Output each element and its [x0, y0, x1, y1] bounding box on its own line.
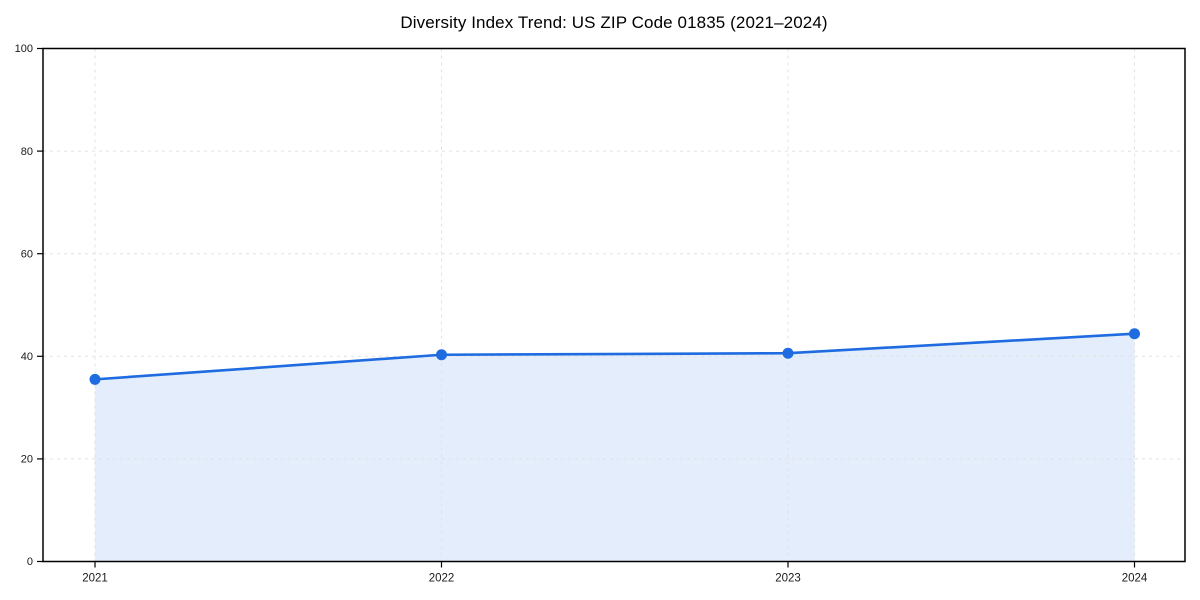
- trend-line: [93, 332, 1136, 381]
- y-tick-label-0: 0: [27, 556, 33, 568]
- y-tick-label-40: 40: [21, 351, 33, 363]
- y-tick-label-100: 100: [15, 43, 33, 55]
- x-tick-label-2024: 2024: [1122, 573, 1148, 585]
- chart-title: Diversity Index Trend: US ZIP Code 01835…: [400, 13, 828, 32]
- y-tick-label-20: 20: [21, 454, 33, 466]
- x-tick-label-2023: 2023: [775, 573, 801, 585]
- data-point-2024: [1129, 328, 1140, 340]
- y-tick-label-80: 80: [21, 146, 33, 158]
- x-tick-label-2021: 2021: [82, 573, 108, 585]
- plot-frame: [42, 47, 1186, 563]
- x-tick-label-2022: 2022: [429, 573, 455, 585]
- data-point-2021: [89, 373, 101, 385]
- data-point-2022: [436, 349, 447, 361]
- data-point-2023: [782, 347, 794, 359]
- area-fill: [95, 333, 1135, 562]
- y-tick-label-60: 60: [21, 248, 33, 260]
